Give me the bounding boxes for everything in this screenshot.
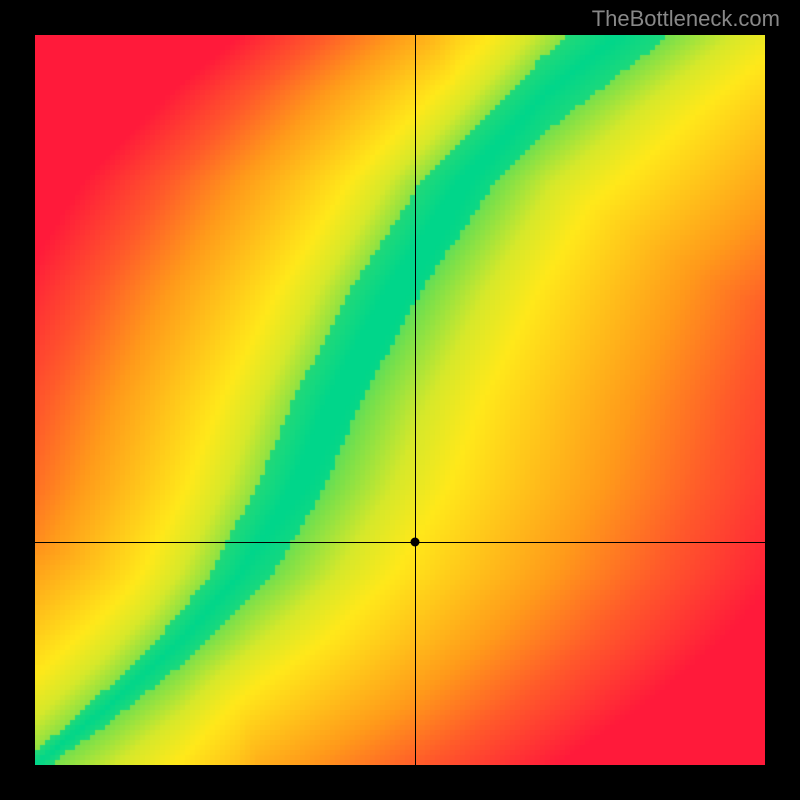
crosshair-horizontal bbox=[35, 542, 765, 543]
heatmap-canvas bbox=[35, 35, 765, 765]
crosshair-vertical bbox=[415, 35, 416, 765]
bottleneck-heatmap bbox=[35, 35, 765, 765]
selection-marker bbox=[410, 538, 419, 547]
watermark-text: TheBottleneck.com bbox=[592, 6, 780, 32]
